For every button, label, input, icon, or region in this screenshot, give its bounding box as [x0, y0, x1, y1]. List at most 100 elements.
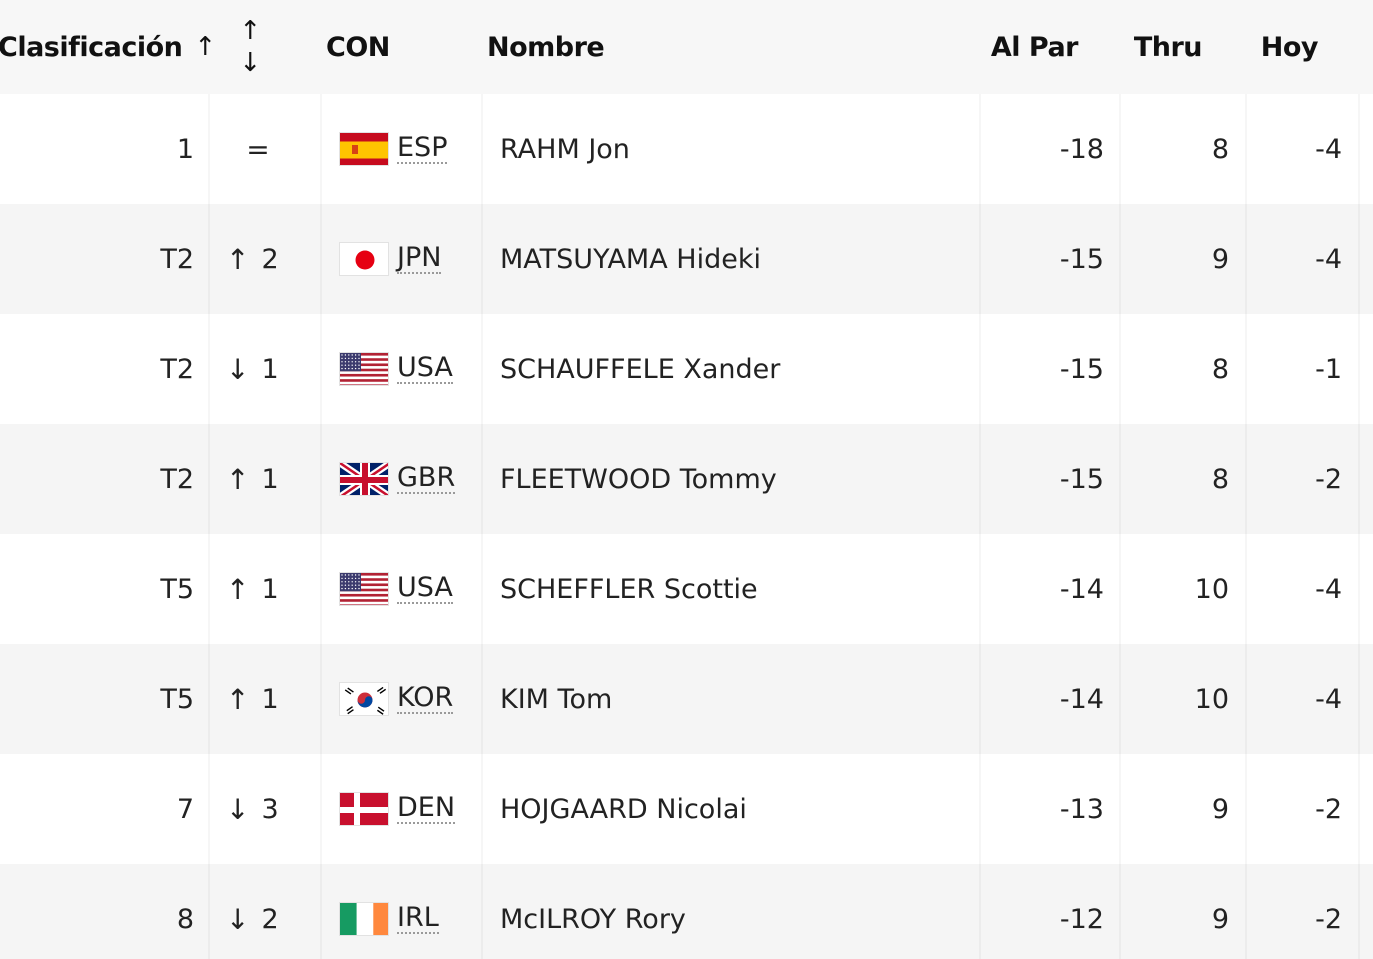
column-divider — [1245, 204, 1247, 314]
column-divider — [1358, 864, 1360, 959]
column-divider — [208, 864, 210, 959]
player-name[interactable]: HOJGAARD Nicolai — [500, 793, 747, 825]
rank-cell: T5 — [160, 683, 194, 715]
table-header: Clasificación ↑ ↑ ↓ CON Nombre Al Par Th… — [0, 0, 1373, 94]
movement-value: 2 — [261, 903, 279, 935]
thru-holes: 10 — [1194, 683, 1229, 715]
south-korea-flag-icon — [339, 682, 389, 716]
movement-cell: ↓ 1 — [226, 314, 306, 424]
country-code[interactable]: JPN — [397, 204, 477, 314]
table-row[interactable]: 1 = ESP RAHM Jon -18 8 -4 — [0, 94, 1373, 204]
column-divider — [1358, 754, 1360, 864]
country-code[interactable]: IRL — [397, 864, 477, 959]
column-divider — [481, 534, 483, 644]
uk-flag-icon — [339, 462, 389, 496]
column-divider — [208, 314, 210, 424]
movement-cell: ↑ 1 — [226, 534, 306, 644]
rank-cell: T2 — [160, 463, 194, 495]
movement-value: 1 — [261, 573, 279, 605]
column-divider — [208, 94, 210, 204]
column-divider — [208, 204, 210, 314]
column-header-country[interactable]: CON — [326, 31, 390, 63]
flag-cell — [339, 94, 389, 204]
column-divider — [979, 534, 981, 644]
player-name[interactable]: KIM Tom — [500, 683, 613, 715]
table-row[interactable]: T5 ↑ 1 KOR KIM Tom -14 10 -4 — [0, 644, 1373, 754]
flag-cell — [339, 644, 389, 754]
flag-cell — [339, 754, 389, 864]
usa-flag-icon — [339, 572, 389, 606]
column-divider — [1245, 754, 1247, 864]
column-divider — [1119, 314, 1121, 424]
movement-cell: ↑ 1 — [226, 424, 306, 534]
table-row[interactable]: 7 ↓ 3 DEN HOJGAARD Nicolai -13 9 -2 — [0, 754, 1373, 864]
column-divider — [979, 754, 981, 864]
country-code-text: GBR — [397, 462, 456, 494]
player-name[interactable]: SCHEFFLER Scottie — [500, 573, 758, 605]
country-code[interactable]: USA — [397, 314, 477, 424]
to-par-score: -15 — [1059, 463, 1104, 495]
column-divider — [320, 864, 322, 959]
rank-cell: T2 — [160, 243, 194, 275]
country-code-text: IRL — [397, 902, 439, 934]
thru-holes: 8 — [1211, 353, 1229, 385]
country-code-text: JPN — [397, 242, 442, 274]
column-divider — [1119, 204, 1121, 314]
country-code[interactable]: USA — [397, 534, 477, 644]
arrow-down-icon: ↓ — [226, 792, 250, 826]
column-divider — [1358, 644, 1360, 754]
column-divider — [481, 94, 483, 204]
country-code-text: USA — [397, 572, 453, 604]
column-divider — [979, 94, 981, 204]
table-row[interactable]: 8 ↓ 2 IRL McILROY Rory -12 9 -2 — [0, 864, 1373, 959]
column-header-to-par[interactable]: Al Par — [990, 31, 1079, 63]
player-name[interactable]: RAHM Jon — [500, 133, 630, 165]
table-row[interactable]: T2 ↑ 2 JPN MATSUYAMA Hideki -15 9 -4 — [0, 204, 1373, 314]
movement-value: 2 — [261, 243, 279, 275]
column-divider — [1358, 204, 1360, 314]
column-header-movement[interactable]: ↑ ↓ — [209, 0, 291, 94]
column-header-today[interactable]: Hoy — [1260, 31, 1319, 63]
rank-cell: T5 — [160, 573, 194, 605]
rank-cell: 7 — [176, 793, 194, 825]
column-divider — [1119, 534, 1121, 644]
column-header-rank[interactable]: Clasificación ↑ — [0, 0, 216, 94]
movement-cell: = — [214, 94, 314, 204]
player-name[interactable]: FLEETWOOD Tommy — [500, 463, 777, 495]
country-code-text: USA — [397, 352, 453, 384]
column-divider — [979, 644, 981, 754]
column-header-name[interactable]: Nombre — [487, 31, 605, 63]
today-score: -2 — [1315, 793, 1342, 825]
country-code[interactable]: GBR — [397, 424, 477, 534]
to-par-score: -15 — [1059, 353, 1104, 385]
country-code[interactable]: KOR — [397, 644, 477, 754]
player-name[interactable]: MATSUYAMA Hideki — [500, 243, 761, 275]
country-code[interactable]: DEN — [397, 754, 477, 864]
flag-cell — [339, 314, 389, 424]
denmark-flag-icon — [339, 792, 389, 826]
column-divider — [1358, 94, 1360, 204]
player-name[interactable]: McILROY Rory — [500, 903, 686, 935]
movement-cell: ↑ 2 — [226, 204, 306, 314]
column-divider — [320, 424, 322, 534]
arrow-down-icon: ↓ — [226, 902, 250, 936]
thru-holes: 10 — [1194, 573, 1229, 605]
table-row[interactable]: T2 ↓ 1 USA SCHAUFFELE Xander -15 8 -1 — [0, 314, 1373, 424]
column-divider — [208, 424, 210, 534]
country-code[interactable]: ESP — [397, 94, 477, 204]
column-divider — [1119, 94, 1121, 204]
arrow-up-icon: ↑ — [226, 242, 250, 276]
player-name[interactable]: SCHAUFFELE Xander — [500, 353, 781, 385]
column-header-thru[interactable]: Thru — [1133, 31, 1203, 63]
column-divider — [481, 864, 483, 959]
arrow-up-icon: ↑ — [226, 462, 250, 496]
movement-cell: ↑ 1 — [226, 644, 306, 754]
sort-ascending-icon[interactable]: ↑ — [194, 32, 216, 62]
table-row[interactable]: T5 ↑ 1 USA SCHEFFLER Scottie -14 10 -4 — [0, 534, 1373, 644]
column-divider — [1245, 864, 1247, 959]
column-divider — [979, 204, 981, 314]
column-divider — [1245, 534, 1247, 644]
table-row[interactable]: T2 ↑ 1 GBR FLEETWOOD Tommy -15 8 -2 — [0, 424, 1373, 534]
country-code-text: DEN — [397, 792, 456, 824]
